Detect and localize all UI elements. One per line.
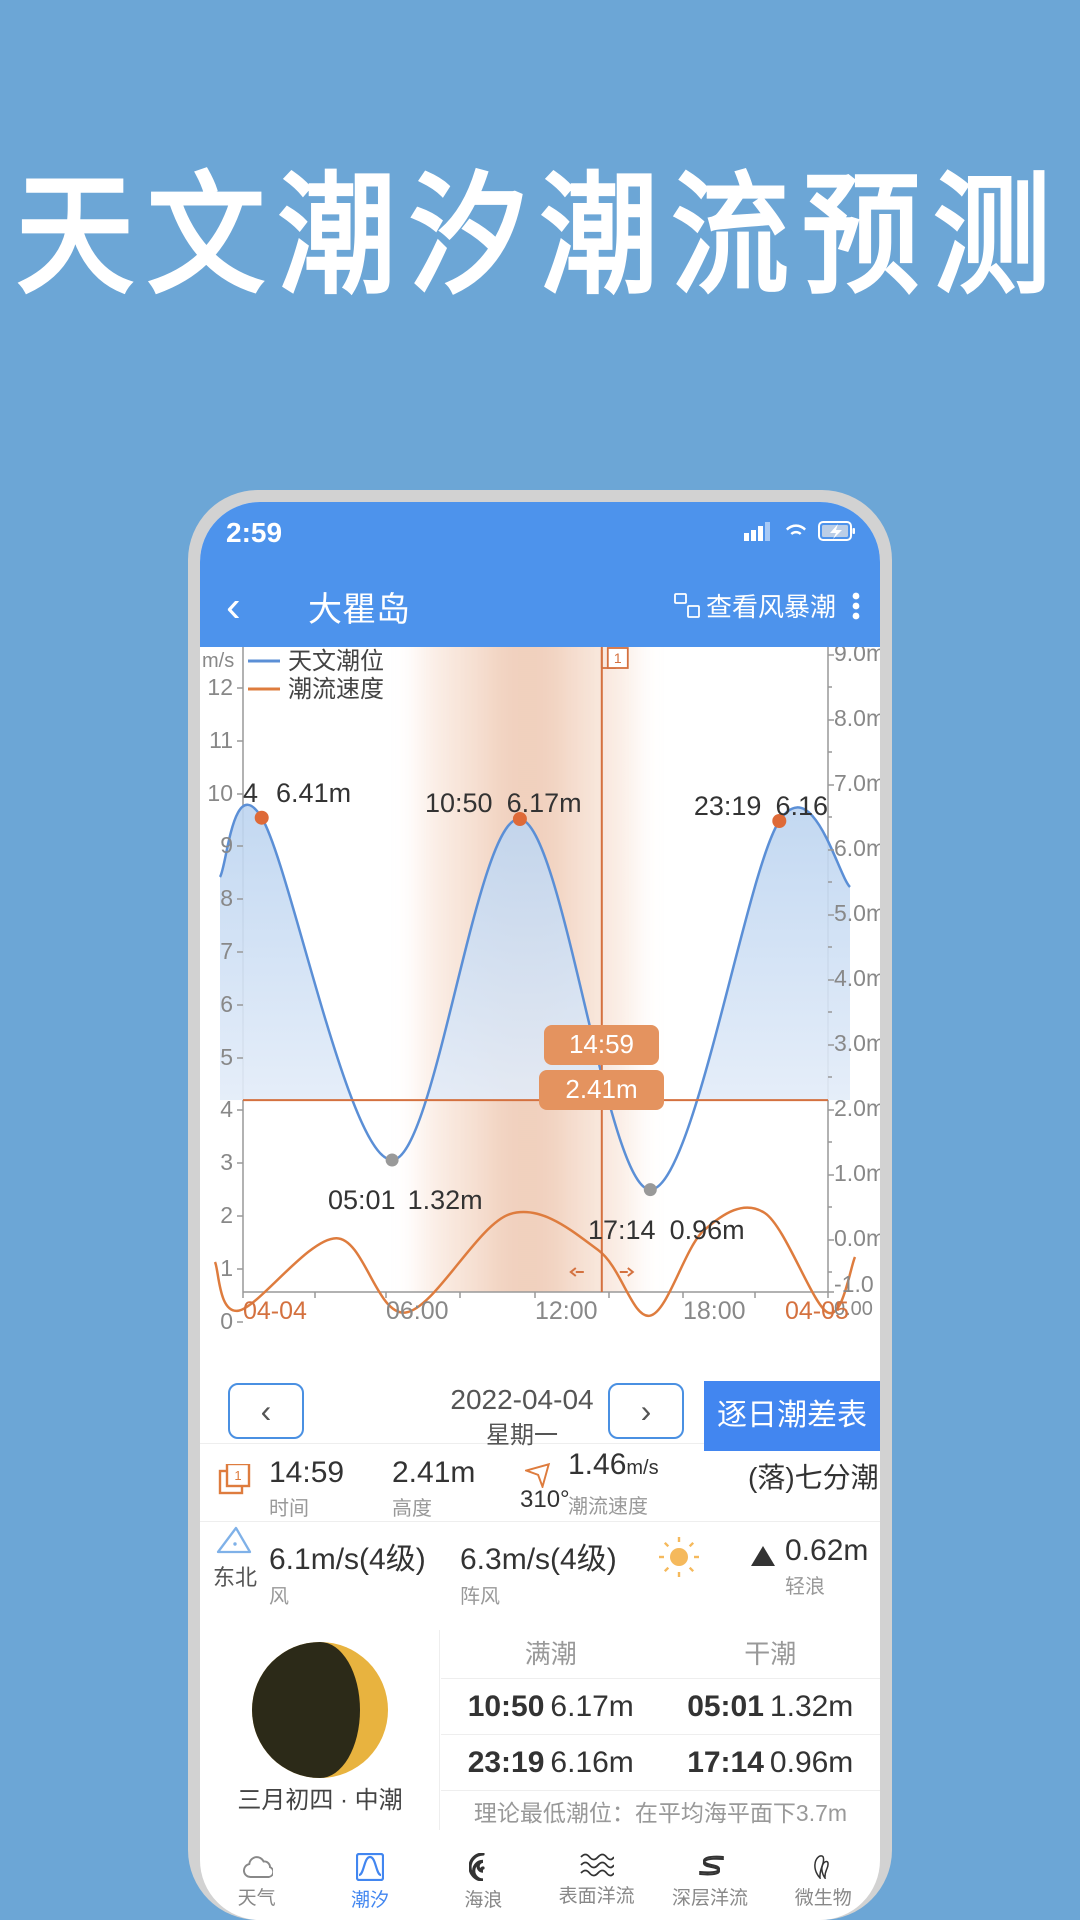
svg-text:6.0m: 6.0m: [834, 835, 880, 861]
svg-text:2.0m: 2.0m: [834, 1095, 880, 1121]
svg-text:2.41m: 2.41m: [565, 1074, 637, 1104]
svg-text:潮流速度: 潮流速度: [288, 676, 384, 703]
svg-text:04-05: 04-05: [785, 1297, 849, 1325]
svg-text:9.0m: 9.0m: [834, 647, 880, 666]
svg-text:12: 12: [207, 674, 233, 700]
svg-text:5.0m: 5.0m: [834, 900, 880, 926]
svg-text:11: 11: [209, 727, 233, 753]
svg-text:4: 4: [220, 1096, 233, 1122]
svg-text:04-04: 04-04: [243, 1297, 307, 1325]
svg-text:1: 1: [234, 1468, 241, 1483]
svg-text:12:00: 12:00: [535, 1297, 598, 1325]
svg-text:0.0m: 0.0m: [834, 1225, 880, 1251]
svg-text:3.0m: 3.0m: [834, 1030, 880, 1056]
svg-text:-1.0: -1.0: [834, 1271, 874, 1297]
svg-text:m/s: m/s: [202, 650, 234, 672]
svg-text:10: 10: [207, 780, 233, 806]
svg-text:0: 0: [220, 1308, 233, 1334]
svg-text:17:140.96m: 17:14 0.96m: [588, 1215, 745, 1245]
svg-text:1.0m: 1.0m: [834, 1160, 880, 1186]
svg-text:23:196.16: 23:19 6.16: [694, 791, 828, 821]
svg-text:46.41m: 4 6.41m: [243, 778, 351, 808]
svg-text:5: 5: [220, 1044, 233, 1070]
svg-text:4.0m: 4.0m: [834, 965, 880, 991]
svg-text:1: 1: [220, 1255, 233, 1281]
svg-text:18:00: 18:00: [683, 1297, 746, 1325]
svg-text:8: 8: [220, 885, 233, 911]
svg-text:天文潮位: 天文潮位: [288, 648, 384, 675]
svg-text:6: 6: [220, 991, 233, 1017]
svg-text:2: 2: [220, 1202, 233, 1228]
svg-text:7.0m: 7.0m: [834, 770, 880, 796]
svg-text:9: 9: [220, 832, 233, 858]
svg-text:8.0m: 8.0m: [834, 705, 880, 731]
svg-text:1: 1: [614, 650, 622, 666]
svg-text:06:00: 06:00: [386, 1297, 449, 1325]
svg-text:14:59: 14:59: [569, 1029, 634, 1059]
svg-text:7: 7: [220, 938, 233, 964]
svg-text:3: 3: [220, 1149, 233, 1175]
